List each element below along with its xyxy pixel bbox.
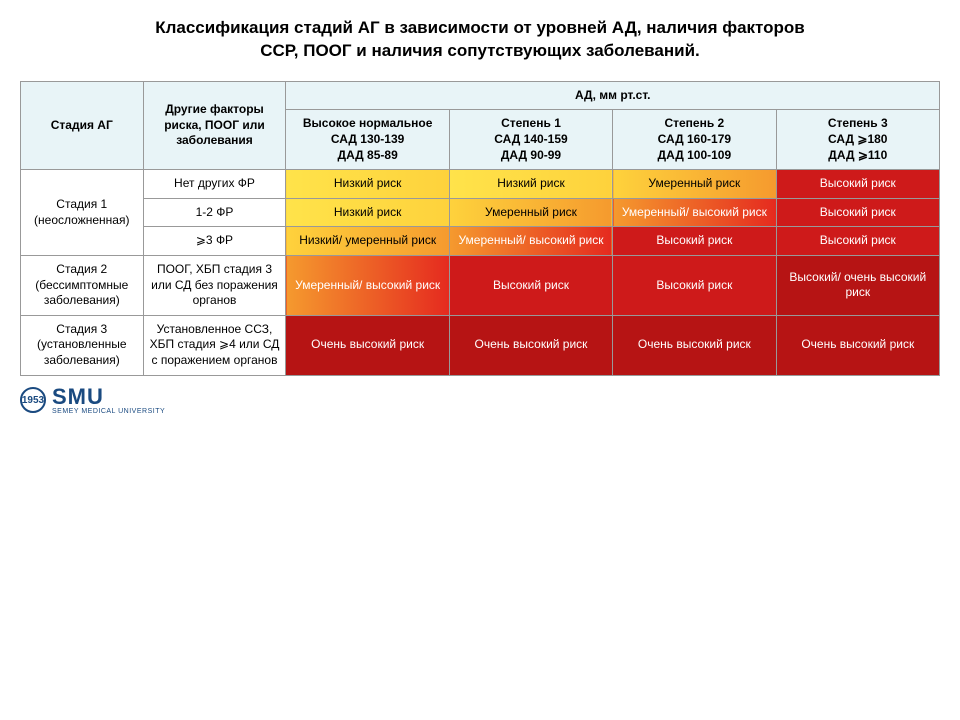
factor-r1: Нет других ФР bbox=[143, 170, 286, 199]
logo-text: SMU SEMEY MEDICAL UNIVERSITY bbox=[52, 386, 165, 415]
risk-cell: Высокий риск bbox=[776, 227, 939, 256]
risk-cell: Низкий риск bbox=[286, 170, 449, 199]
table-row: 1-2 ФР Низкий риск Умеренный риск Умерен… bbox=[21, 198, 940, 227]
col-factors: Другие факторы риска, ПООГ или заболеван… bbox=[143, 81, 286, 169]
risk-cell: Умеренный риск bbox=[613, 170, 776, 199]
stage-2-label: Стадия 2 (бессимптомные заболевания) bbox=[21, 256, 144, 316]
header-row-1: Стадия АГ Другие факторы риска, ПООГ или… bbox=[21, 81, 940, 110]
logo-sub: SEMEY MEDICAL UNIVERSITY bbox=[52, 408, 165, 415]
risk-cell: Умеренный/ высокий риск bbox=[286, 256, 449, 316]
table-row: Стадия 3 (установленные заболевания) Уст… bbox=[21, 315, 940, 375]
table-row: Стадия 2 (бессимптомные заболевания) ПОО… bbox=[21, 256, 940, 316]
risk-cell: Высокий риск bbox=[613, 227, 776, 256]
title-line-2: ССР, ПООГ и наличия сопутствующих заболе… bbox=[260, 41, 700, 60]
risk-cell: Умеренный риск bbox=[449, 198, 612, 227]
factor-r2: 1-2 ФР bbox=[143, 198, 286, 227]
title-line-1: Классификация стадий АГ в зависимости от… bbox=[155, 18, 805, 37]
table-row: Стадия 1 (неосложненная) Нет других ФР Н… bbox=[21, 170, 940, 199]
table-row: ⩾3 ФР Низкий/ умеренный риск Умеренный/ … bbox=[21, 227, 940, 256]
logo-main: SMU bbox=[52, 386, 165, 408]
risk-cell: Низкий риск bbox=[449, 170, 612, 199]
factor-r5: Установленное ССЗ, ХБП стадия ⩾4 или СД … bbox=[143, 315, 286, 375]
risk-cell: Высокий риск bbox=[776, 198, 939, 227]
risk-cell: Очень высокий риск bbox=[449, 315, 612, 375]
col-bp-1: Высокое нормальное САД 130-139 ДАД 85-89 bbox=[286, 110, 449, 170]
risk-cell: Низкий риск bbox=[286, 198, 449, 227]
stage-1-label: Стадия 1 (неосложненная) bbox=[21, 170, 144, 256]
risk-cell: Умеренный/ высокий риск bbox=[613, 198, 776, 227]
logo-year: 1953 bbox=[22, 395, 44, 406]
risk-cell: Очень высокий риск bbox=[776, 315, 939, 375]
col-bp-2: Степень 1 САД 140-159 ДАД 90-99 bbox=[449, 110, 612, 170]
risk-cell: Высокий риск bbox=[449, 256, 612, 316]
logo-badge-icon: 1953 bbox=[20, 387, 46, 413]
factor-r3: ⩾3 ФР bbox=[143, 227, 286, 256]
risk-cell: Низкий/ умеренный риск bbox=[286, 227, 449, 256]
col-stage: Стадия АГ bbox=[21, 81, 144, 169]
risk-cell: Очень высокий риск bbox=[613, 315, 776, 375]
logo: 1953 SMU SEMEY MEDICAL UNIVERSITY bbox=[20, 386, 940, 415]
risk-cell: Высокий/ очень высокий риск bbox=[776, 256, 939, 316]
risk-cell: Умеренный/ высокий риск bbox=[449, 227, 612, 256]
risk-table: Стадия АГ Другие факторы риска, ПООГ или… bbox=[20, 81, 940, 376]
col-bp-3: Степень 2 САД 160-179 ДАД 100-109 bbox=[613, 110, 776, 170]
risk-cell: Высокий риск bbox=[613, 256, 776, 316]
page-title: Классификация стадий АГ в зависимости от… bbox=[50, 17, 910, 63]
risk-cell: Очень высокий риск bbox=[286, 315, 449, 375]
stage-3-label: Стадия 3 (установленные заболевания) bbox=[21, 315, 144, 375]
risk-cell: Высокий риск bbox=[776, 170, 939, 199]
col-bp-group: АД, мм рт.ст. bbox=[286, 81, 940, 110]
col-bp-4: Степень 3 САД ⩾180 ДАД ⩾110 bbox=[776, 110, 939, 170]
factor-r4: ПООГ, ХБП стадия 3 или СД без поражения … bbox=[143, 256, 286, 316]
